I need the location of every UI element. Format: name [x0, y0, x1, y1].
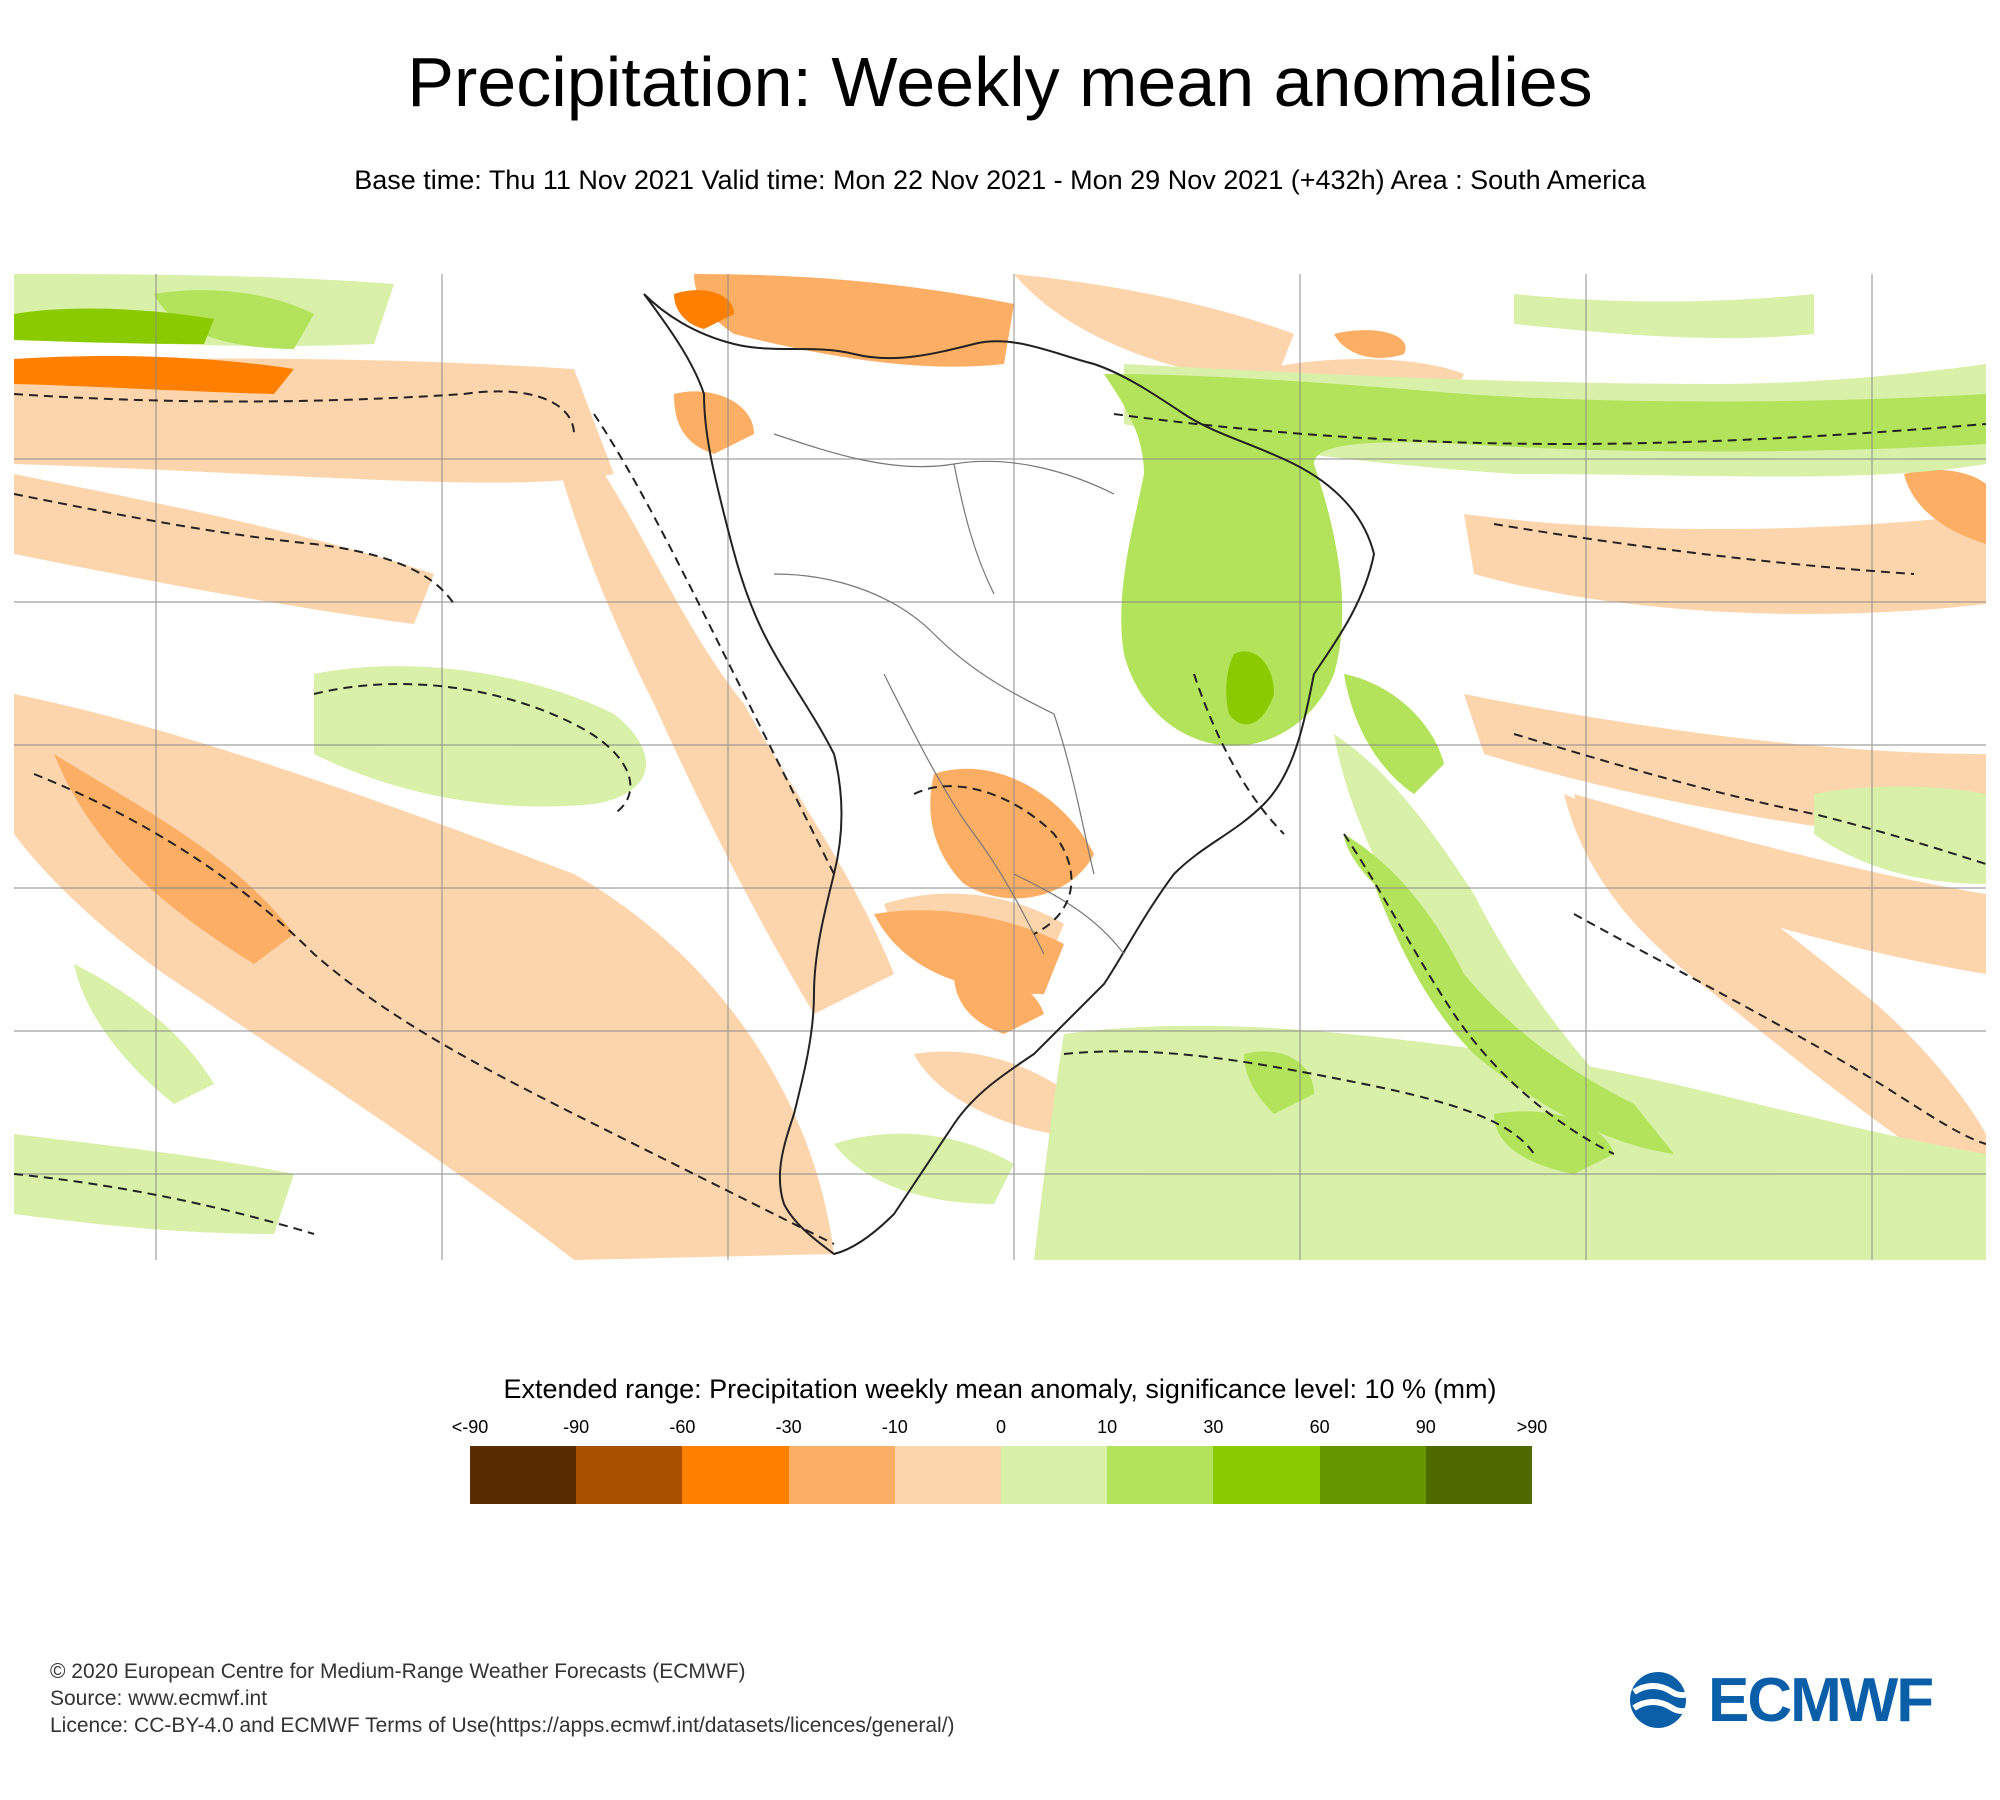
legend-label: -60	[669, 1417, 696, 1437]
legend-label: 30	[1203, 1417, 1224, 1437]
source-text: Source: www.ecmwf.int	[50, 1687, 268, 1710]
map-canvas	[14, 274, 1986, 1260]
anomaly-field-positive	[154, 290, 1986, 1174]
anomaly-field-strong-positive	[14, 308, 1274, 725]
anomaly-field-strong-negative	[14, 290, 734, 394]
legend-swatch-2	[682, 1446, 789, 1504]
ecmwf-logo-icon	[1630, 1672, 1696, 1728]
legend-color-bar	[470, 1446, 1533, 1504]
legend-label: >90	[1516, 1417, 1548, 1437]
legend-label: 90	[1415, 1417, 1436, 1437]
legend-label: 10	[1097, 1417, 1118, 1437]
legend-swatch-4	[894, 1446, 1002, 1504]
copyright-text: © 2020 European Centre for Medium-Range …	[50, 1660, 746, 1683]
legend-label: -10	[881, 1417, 908, 1437]
footer: © 2020 European Centre for Medium-Range …	[50, 1658, 955, 1739]
legend-label: <-90	[451, 1417, 489, 1437]
significance-contours	[14, 390, 1986, 1245]
legend-title: Extended range: Precipitation weekly mea…	[503, 1374, 1497, 1404]
legend-swatch-8	[1319, 1446, 1426, 1504]
legend-swatch-3	[788, 1446, 895, 1504]
legend-swatch-5	[1001, 1446, 1108, 1504]
legend-label: 0	[995, 1417, 1007, 1437]
map-gridlines	[14, 274, 1986, 1260]
south-america-coastline	[643, 293, 1376, 1256]
legend-swatch-0	[470, 1446, 577, 1504]
legend-swatch-6	[1107, 1446, 1214, 1504]
page-title: Precipitation: Weekly mean anomalies	[407, 43, 1593, 121]
legend-label: -90	[563, 1417, 590, 1437]
anomaly-field-negative	[54, 274, 1986, 1034]
ecmwf-logo-text: ECMWF	[1708, 1665, 1934, 1735]
legend-label: 60	[1309, 1417, 1330, 1437]
legend-label: -30	[775, 1417, 802, 1437]
legend-swatch-1	[576, 1446, 683, 1504]
ecmwf-logo: ECMWF	[1620, 1666, 1950, 1735]
legend-swatch-7	[1213, 1446, 1320, 1504]
country-borders	[773, 433, 1125, 955]
legend-labels: <-90 -90 -60 -30 -10 0 10 30 60 90 >90	[452, 1417, 1548, 1441]
page-subtitle: Base time: Thu 11 Nov 2021 Valid time: M…	[354, 165, 1646, 195]
anomaly-map	[14, 274, 1986, 1260]
licence-text: Licence: CC-BY-4.0 and ECMWF Terms of Us…	[50, 1714, 955, 1737]
legend-swatch-9	[1425, 1446, 1533, 1504]
